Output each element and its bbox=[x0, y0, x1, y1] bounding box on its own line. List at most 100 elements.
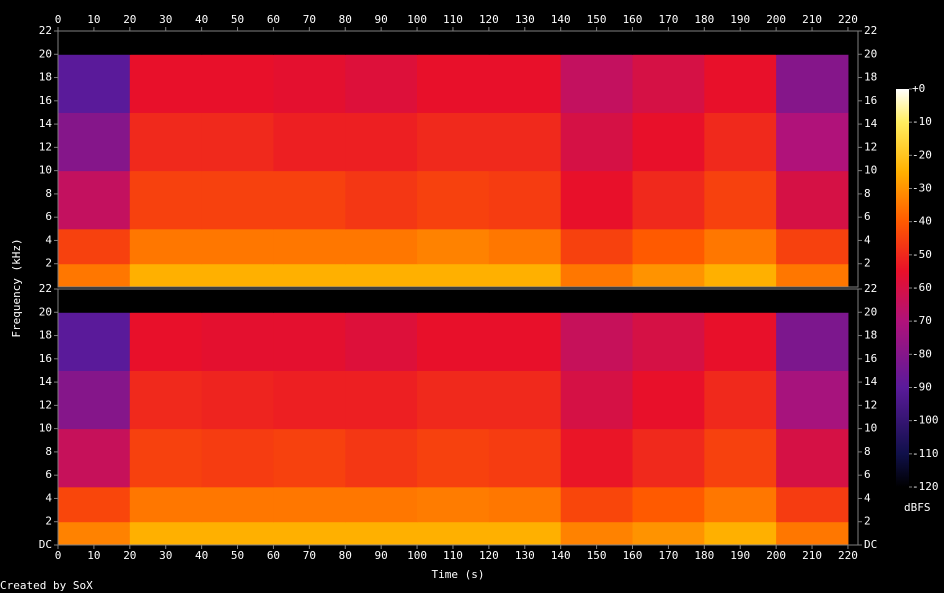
x-tick-label: 20 bbox=[123, 13, 136, 26]
x-tick-label: 220 bbox=[838, 549, 858, 562]
spectrogram-cell bbox=[273, 289, 346, 313]
y-tick-label: 14 bbox=[39, 375, 53, 388]
spectrogram-cell bbox=[704, 31, 777, 55]
spectrogram-cell bbox=[417, 263, 490, 288]
spectrogram-cell bbox=[201, 54, 274, 113]
y-tick-label: 6 bbox=[45, 468, 52, 481]
spectrogram-cell bbox=[632, 112, 705, 172]
spectrogram-cell bbox=[273, 521, 346, 546]
spectrogram-cell bbox=[273, 370, 346, 430]
spectrogram-cell bbox=[58, 228, 131, 265]
spectrogram-cell bbox=[273, 486, 346, 523]
spectrogram-cell bbox=[129, 486, 203, 523]
x-tick-label: 100 bbox=[407, 549, 427, 562]
y-tick-label: 22 bbox=[39, 24, 52, 37]
spectrogram-cell bbox=[129, 312, 203, 371]
x-tick-label: 140 bbox=[551, 13, 571, 26]
spectrogram-cell bbox=[704, 170, 777, 230]
spectrogram-cell bbox=[345, 228, 418, 265]
y-tick-label: 2 bbox=[45, 257, 52, 270]
spectrogram-cell bbox=[632, 31, 705, 55]
x-tick-label: 40 bbox=[195, 549, 208, 562]
spectrogram-cell bbox=[488, 228, 562, 265]
spectrogram-cell bbox=[129, 112, 203, 172]
y-tick-label: 4 bbox=[45, 233, 52, 246]
spectrogram-cell bbox=[488, 521, 562, 546]
spectrogram-cell bbox=[632, 263, 705, 288]
spectrogram-cell bbox=[488, 170, 562, 230]
x-tick-label: 30 bbox=[159, 13, 172, 26]
spectrogram-cell bbox=[58, 54, 131, 113]
spectrogram-cell bbox=[345, 289, 418, 313]
y-tick-label: 10 bbox=[39, 422, 52, 435]
y-tick-label: 22 bbox=[39, 282, 52, 295]
spectrogram-cell bbox=[345, 170, 418, 230]
spectrogram-cell bbox=[273, 31, 346, 55]
x-tick-label: 210 bbox=[802, 13, 822, 26]
spectrogram-cell bbox=[58, 312, 131, 371]
y-tick-label: 16 bbox=[39, 94, 52, 107]
spectrogram-cell bbox=[560, 263, 634, 288]
spectrogram-cell bbox=[560, 170, 634, 230]
y-tick-label: 18 bbox=[39, 329, 52, 342]
spectrogram-cell bbox=[417, 54, 490, 113]
x-tick-label: 140 bbox=[551, 549, 571, 562]
colorbar-tick-label: -80 bbox=[912, 347, 932, 360]
spectrogram-cell bbox=[632, 54, 705, 113]
x-tick-label: 180 bbox=[694, 549, 714, 562]
y-axis-title: Frequency (kHz) bbox=[10, 238, 23, 337]
spectrogram-cell bbox=[345, 263, 418, 288]
x-tick-label: 150 bbox=[587, 13, 607, 26]
x-tick-label: 40 bbox=[195, 13, 208, 26]
spectrogram-cell bbox=[58, 289, 131, 313]
spectrogram-cell bbox=[273, 228, 346, 265]
spectrogram-cell bbox=[776, 370, 849, 430]
x-tick-label: 30 bbox=[159, 549, 172, 562]
spectrogram-cell bbox=[345, 370, 418, 430]
spectrogram-cell bbox=[632, 312, 705, 371]
spectrogram-cell bbox=[417, 486, 490, 523]
spectrogram-cell bbox=[776, 263, 849, 288]
spectrogram-cell bbox=[560, 228, 634, 265]
y-tick-label: 8 bbox=[45, 187, 52, 200]
spectrogram-cell bbox=[560, 486, 634, 523]
spectrogram-cell bbox=[129, 170, 203, 230]
spectrogram-cell bbox=[776, 228, 849, 265]
spectrogram-cell bbox=[488, 54, 562, 113]
x-tick-label: 210 bbox=[802, 549, 822, 562]
y-tick-label: 10 bbox=[864, 164, 877, 177]
spectrogram-cell bbox=[417, 521, 490, 546]
x-tick-label: 90 bbox=[375, 549, 388, 562]
spectrogram-cell bbox=[345, 428, 418, 488]
x-tick-label: 90 bbox=[375, 13, 388, 26]
y-tick-label: 8 bbox=[45, 445, 52, 458]
y-tick-label: 12 bbox=[39, 140, 52, 153]
y-tick-label: 20 bbox=[864, 305, 877, 318]
spectrogram-cell bbox=[704, 263, 777, 288]
spectrogram-cell bbox=[417, 289, 490, 313]
spectrogram-cell bbox=[345, 521, 418, 546]
spectrogram-cell bbox=[417, 170, 490, 230]
x-tick-label: 190 bbox=[730, 549, 750, 562]
spectrogram-cell bbox=[560, 521, 634, 546]
spectrogram-cell bbox=[776, 312, 849, 371]
spectrogram-cell bbox=[488, 312, 562, 371]
y-tick-label: 20 bbox=[39, 305, 52, 318]
colorbar-title: dBFS bbox=[904, 501, 931, 514]
spectrogram-cell bbox=[201, 112, 274, 172]
y-tick-label: 6 bbox=[45, 210, 52, 223]
spectrogram-cell bbox=[58, 486, 131, 523]
x-tick-label: 120 bbox=[479, 13, 499, 26]
colorbar-tick-label: -110 bbox=[912, 447, 939, 460]
x-tick-label: 130 bbox=[515, 13, 535, 26]
y-tick-label: 6 bbox=[864, 210, 871, 223]
spectrogram-cell bbox=[201, 228, 274, 265]
spectrogram-cell bbox=[58, 370, 131, 430]
y-tick-label: DC bbox=[39, 538, 52, 551]
y-tick-label: 12 bbox=[864, 398, 877, 411]
spectrogram-cell bbox=[776, 112, 849, 172]
spectrogram-cell bbox=[776, 31, 849, 55]
spectrogram-cell bbox=[201, 170, 274, 230]
spectrogram-cell bbox=[129, 31, 203, 55]
x-tick-label: 70 bbox=[303, 549, 316, 562]
